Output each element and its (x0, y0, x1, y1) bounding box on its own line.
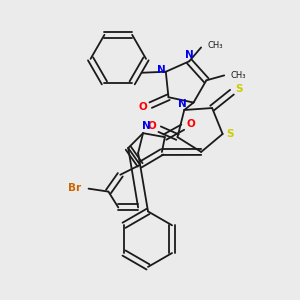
Text: S: S (235, 84, 243, 94)
Text: O: O (147, 121, 156, 131)
Text: O: O (186, 119, 195, 129)
Text: N: N (142, 121, 150, 131)
Text: CH₃: CH₃ (207, 41, 223, 50)
Text: N: N (178, 99, 187, 109)
Text: N: N (158, 65, 166, 75)
Text: S: S (226, 129, 233, 139)
Text: Br: Br (68, 183, 81, 193)
Text: O: O (138, 102, 147, 112)
Text: N: N (185, 50, 194, 60)
Text: CH₃: CH₃ (230, 71, 246, 80)
